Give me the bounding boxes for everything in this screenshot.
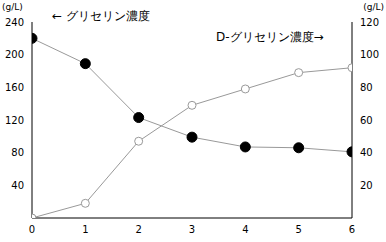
- svg-text:80: 80: [360, 82, 373, 93]
- svg-text:120: 120: [5, 115, 24, 126]
- html-text:(g/L): (g/L): [363, 2, 384, 12]
- svg-text:80: 80: [11, 147, 24, 158]
- html-text:← グリセリン濃度: ← グリセリン濃度: [52, 9, 150, 23]
- html-text:D-グリセリン濃度→: D-グリセリン濃度→: [216, 30, 324, 44]
- svg-text:200: 200: [5, 49, 24, 60]
- svg-text:5: 5: [295, 224, 301, 235]
- svg-text:6: 6: [349, 224, 355, 235]
- svg-text:3: 3: [189, 224, 195, 235]
- svg-text:2: 2: [135, 224, 141, 235]
- html-text:(g/L): (g/L): [2, 2, 23, 12]
- svg-text:160: 160: [5, 82, 24, 93]
- svg-text:40: 40: [11, 180, 24, 191]
- svg-text:100: 100: [360, 49, 379, 60]
- svg-text:60: 60: [360, 115, 373, 126]
- svg-text:40: 40: [360, 147, 373, 158]
- svg-text:20: 20: [360, 180, 373, 191]
- svg-text:0: 0: [29, 224, 35, 235]
- svg-text:120: 120: [360, 17, 379, 28]
- svg-text:4: 4: [242, 224, 248, 235]
- svg-text:240: 240: [5, 17, 24, 28]
- svg-text:1: 1: [82, 224, 88, 235]
